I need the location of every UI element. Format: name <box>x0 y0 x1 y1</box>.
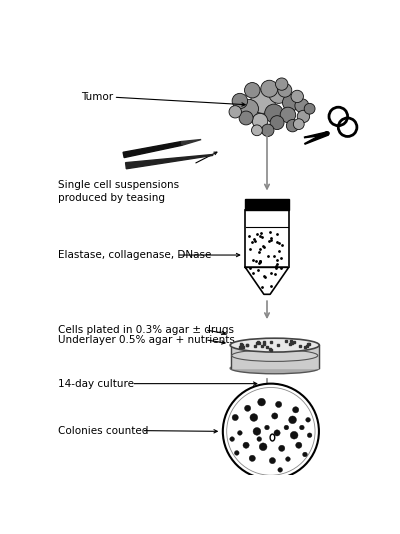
Circle shape <box>289 416 296 423</box>
Polygon shape <box>181 139 201 145</box>
Circle shape <box>270 116 284 130</box>
Text: Single cell suspensions
produced by teasing: Single cell suspensions produced by teas… <box>58 179 179 203</box>
Circle shape <box>284 425 289 430</box>
Text: Colonies counted: Colonies counted <box>58 426 148 436</box>
Circle shape <box>240 99 258 118</box>
Polygon shape <box>123 142 182 158</box>
Circle shape <box>303 452 307 457</box>
Circle shape <box>307 433 312 437</box>
Circle shape <box>297 111 310 123</box>
Ellipse shape <box>230 363 319 374</box>
Ellipse shape <box>270 434 275 441</box>
Circle shape <box>286 120 299 132</box>
Text: Underlayer 0.5% agar + nutrients: Underlayer 0.5% agar + nutrients <box>58 335 235 345</box>
Circle shape <box>232 93 248 109</box>
Circle shape <box>295 99 309 113</box>
Ellipse shape <box>230 338 319 352</box>
Polygon shape <box>245 268 289 294</box>
Circle shape <box>257 437 262 442</box>
Text: Cells plated in 0.3% agar ± drugs: Cells plated in 0.3% agar ± drugs <box>58 325 234 335</box>
Circle shape <box>234 451 239 456</box>
Circle shape <box>278 468 282 472</box>
Circle shape <box>290 431 298 439</box>
Circle shape <box>269 458 276 464</box>
Circle shape <box>279 445 285 451</box>
Circle shape <box>230 437 234 442</box>
Circle shape <box>252 113 268 129</box>
Circle shape <box>239 111 253 125</box>
Circle shape <box>223 383 319 479</box>
Circle shape <box>232 414 238 421</box>
Polygon shape <box>230 345 319 368</box>
Circle shape <box>265 104 283 123</box>
Circle shape <box>238 430 242 435</box>
Circle shape <box>268 83 289 104</box>
Circle shape <box>259 443 267 451</box>
Circle shape <box>306 418 310 422</box>
Circle shape <box>293 119 304 130</box>
Circle shape <box>292 407 299 413</box>
Circle shape <box>262 124 274 137</box>
Circle shape <box>261 80 278 97</box>
Polygon shape <box>305 132 328 144</box>
Polygon shape <box>304 132 328 138</box>
Circle shape <box>272 413 278 419</box>
Text: Elastase, collagenase, DNase: Elastase, collagenase, DNase <box>58 250 211 260</box>
Circle shape <box>244 405 251 411</box>
Circle shape <box>258 398 266 406</box>
Circle shape <box>274 430 280 436</box>
Circle shape <box>249 456 255 461</box>
Circle shape <box>265 425 269 430</box>
Circle shape <box>296 442 302 449</box>
Text: Tumor: Tumor <box>81 92 113 102</box>
Circle shape <box>253 428 261 435</box>
Circle shape <box>276 78 288 90</box>
Circle shape <box>304 104 315 114</box>
Circle shape <box>244 83 260 98</box>
Bar <box>245 210 289 268</box>
Ellipse shape <box>232 350 318 362</box>
Circle shape <box>250 414 258 421</box>
Circle shape <box>291 90 304 103</box>
Circle shape <box>282 94 300 111</box>
Bar <box>244 199 290 210</box>
Circle shape <box>280 107 296 123</box>
Circle shape <box>326 131 329 135</box>
Circle shape <box>276 402 282 407</box>
Circle shape <box>243 442 249 449</box>
Circle shape <box>252 125 262 136</box>
Circle shape <box>229 106 242 118</box>
Polygon shape <box>126 154 213 169</box>
Circle shape <box>300 425 304 430</box>
Circle shape <box>278 83 292 97</box>
Text: 14-day culture: 14-day culture <box>58 379 134 389</box>
Circle shape <box>251 89 276 113</box>
Circle shape <box>227 388 315 475</box>
Circle shape <box>286 457 290 461</box>
